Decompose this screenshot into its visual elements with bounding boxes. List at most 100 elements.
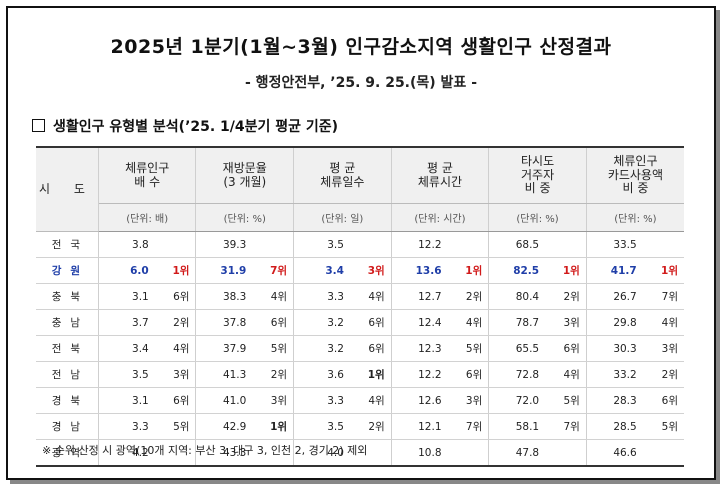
region-cell: 충남: [36, 309, 99, 336]
value-cell: 42.9: [195, 413, 255, 440]
rank-cell: 1위: [449, 257, 490, 284]
rank-cell: 1위: [351, 361, 392, 388]
value-cell: 12.2: [391, 231, 450, 258]
col-header-revisit: 재방문율 (3 개월): [195, 146, 295, 204]
value-cell: 82.5: [488, 257, 548, 284]
rank-cell: 2위: [449, 283, 490, 310]
value-cell: 3.5: [293, 231, 352, 258]
table-row: 충북 3.1 6위 38.3 4위 3.3 4위 12.7 2위 80.4 2위 26.7 7위: [36, 283, 684, 310]
rank-cell: 3위: [156, 361, 197, 388]
value-cell: 3.1: [98, 283, 157, 310]
rank-cell: 1위: [644, 257, 684, 284]
value-cell: 37.8: [195, 309, 255, 336]
value-cell: 3.4: [98, 335, 157, 362]
region-cell: 경북: [36, 387, 99, 414]
rank-cell: 5위: [156, 413, 197, 440]
value-cell: 3.8: [98, 231, 157, 258]
value-cell: 65.5: [488, 335, 548, 362]
rank-cell: 4위: [254, 283, 295, 310]
value-cell: 72.8: [488, 361, 548, 388]
col-header-card-spend: 체류인구 카드사용액 비 중: [586, 146, 684, 204]
rank-cell: 1위: [156, 257, 197, 284]
rank-cell: [644, 439, 684, 467]
region-cell: 전국: [36, 231, 99, 258]
value-cell: 3.5: [98, 361, 157, 388]
rank-cell: 2위: [644, 361, 684, 388]
col-header-avg-days: 평 균 체류일수: [293, 146, 392, 204]
table-row: 전국 3.8 39.3 3.5 12.2 68.5 33.5: [36, 231, 684, 258]
rank-cell: [449, 231, 490, 258]
region-cell: 전북: [36, 335, 99, 362]
table-row: 경북 3.1 6위 41.0 3위 3.3 4위 12.6 3위 72.0 5위 28.3 6위: [36, 387, 684, 414]
value-cell: 31.9: [195, 257, 255, 284]
rank-cell: 5위: [449, 335, 490, 362]
rank-cell: 2위: [156, 309, 197, 336]
region-cell: 강원: [36, 257, 99, 284]
value-cell: 6.0: [98, 257, 157, 284]
value-cell: 47.8: [488, 439, 548, 467]
value-cell: 12.1: [391, 413, 450, 440]
rank-cell: 4위: [547, 361, 587, 388]
value-cell: 3.2: [293, 309, 352, 336]
unit-cell: (단위: 일): [293, 203, 392, 232]
page-subtitle: - 행정안전부, ’25. 9. 25.(목) 발표 -: [245, 75, 477, 91]
rank-cell: 4위: [351, 387, 392, 414]
value-cell: 68.5: [488, 231, 548, 258]
rank-cell: 6위: [644, 387, 684, 414]
value-cell: 12.7: [391, 283, 450, 310]
value-cell: 12.3: [391, 335, 450, 362]
rank-cell: [254, 231, 295, 258]
rank-cell: 3위: [254, 387, 295, 414]
region-cell: 전남: [36, 361, 99, 388]
rank-cell: [449, 439, 490, 467]
value-cell: 80.4: [488, 283, 548, 310]
value-cell: 28.3: [586, 387, 645, 414]
value-cell: 12.6: [391, 387, 450, 414]
value-cell: 3.3: [98, 413, 157, 440]
rank-cell: 4위: [351, 283, 392, 310]
rank-cell: [547, 439, 587, 467]
value-cell: 3.4: [293, 257, 352, 284]
rank-cell: 3위: [449, 387, 490, 414]
value-cell: 12.4: [391, 309, 450, 336]
rank-cell: [644, 231, 684, 258]
rank-cell: 2위: [254, 361, 295, 388]
unit-cell: (단위: 배): [98, 203, 197, 232]
unit-cell: (단위: %): [488, 203, 587, 232]
value-cell: 3.3: [293, 387, 352, 414]
rank-cell: 7위: [254, 257, 295, 284]
value-cell: 41.3: [195, 361, 255, 388]
value-cell: 3.1: [98, 387, 157, 414]
page-title: 2025년 1분기(1월~3월) 인구감소지역 생활인구 산정결과: [110, 36, 612, 58]
table-row: 강원 6.0 1위 31.9 7위 3.4 3위 13.6 1위 82.5 1위 41.7 1위: [36, 257, 684, 284]
value-cell: 58.1: [488, 413, 548, 440]
rank-cell: 4위: [644, 309, 684, 336]
value-cell: 28.5: [586, 413, 645, 440]
value-cell: 3.6: [293, 361, 352, 388]
rank-cell: [351, 439, 392, 467]
value-cell: 3.5: [293, 413, 352, 440]
value-cell: 33.5: [586, 231, 645, 258]
life-population-table: 시 도 체류인구 배 수 재방문율 (3 개월) 평 균 체류일수 평 균 체류시간 타…: [36, 146, 684, 467]
checkbox-square-icon: [32, 119, 45, 132]
unit-cell: (단위: %): [586, 203, 684, 232]
table-row: 전북 3.4 4위 37.9 5위 3.2 6위 12.3 5위 65.5 6위 30.3 3위: [36, 335, 684, 362]
value-cell: 26.7: [586, 283, 645, 310]
col-header-other-province: 타시도 거주자 비 중: [488, 146, 587, 204]
value-cell: 37.9: [195, 335, 255, 362]
value-cell: 10.8: [391, 439, 450, 467]
rank-cell: [547, 231, 587, 258]
col-header-stay-ratio: 체류인구 배 수: [98, 146, 197, 204]
value-cell: 3.7: [98, 309, 157, 336]
rank-cell: 6위: [156, 283, 197, 310]
value-cell: 41.0: [195, 387, 255, 414]
region-cell: 광역: [36, 439, 99, 467]
unit-cell: (단위: 시간): [391, 203, 490, 232]
value-cell: 30.3: [586, 335, 645, 362]
section-heading: 생활인구 유형별 분석(’25. 1/4분기 평균 기준): [32, 116, 338, 136]
rank-cell: 2위: [547, 283, 587, 310]
table-row: 경남 3.3 5위 42.9 1위 3.5 2위 12.1 7위 58.1 7위 28.5 5위: [36, 413, 684, 440]
rank-cell: [254, 439, 295, 467]
header-row: 시 도 체류인구 배 수 재방문율 (3 개월) 평 균 체류일수 평 균 체류시간 타…: [36, 146, 684, 232]
value-cell: 3.2: [293, 335, 352, 362]
